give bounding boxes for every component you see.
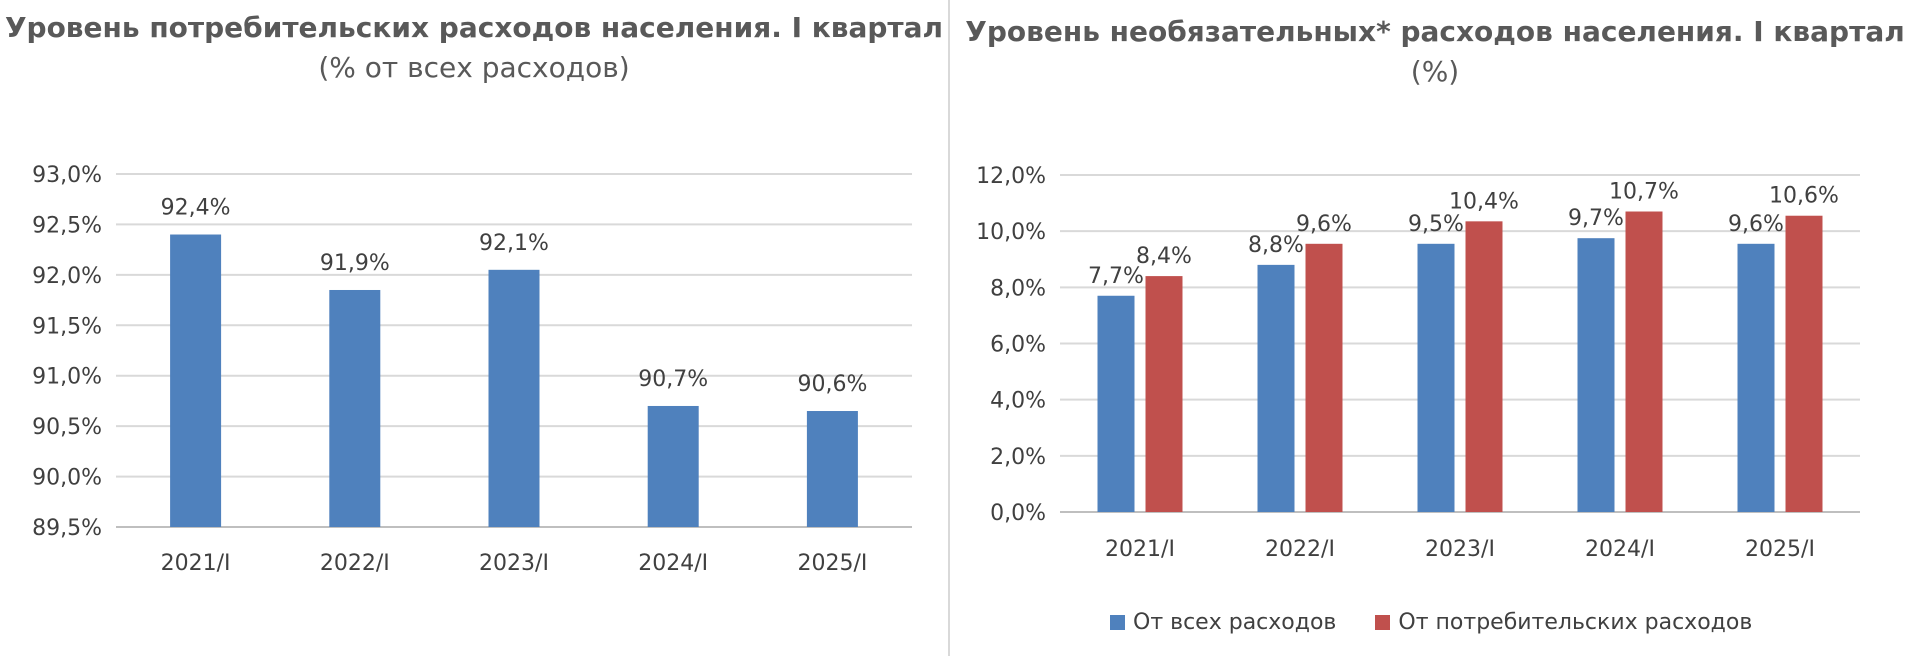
consumer-spending-chart: Уровень потребительских расходов населен… xyxy=(0,0,948,656)
data-label: 10,4% xyxy=(1449,189,1519,214)
bar-2022-I-series-2 xyxy=(1305,243,1343,512)
chart-title: Уровень потребительских расходов населен… xyxy=(0,8,948,88)
bar-2025-I xyxy=(806,411,858,527)
x-tick-label: 2022/I xyxy=(1265,537,1335,562)
chart-title-bold: Уровень потребительских расходов населен… xyxy=(4,11,944,44)
legend-label: От потребительских расходов xyxy=(1398,610,1753,635)
bar-2022-I xyxy=(329,289,381,527)
data-label: 90,6% xyxy=(797,372,867,397)
bar-2023-I xyxy=(488,269,540,527)
data-label: 92,4% xyxy=(161,196,231,221)
bar-2024-I-series-1 xyxy=(1577,238,1615,512)
data-label: 10,6% xyxy=(1769,184,1839,209)
x-tick-label: 2021/I xyxy=(161,551,231,576)
bar-2023-I-series-2 xyxy=(1465,221,1503,512)
x-tick-label: 2023/I xyxy=(479,551,549,576)
data-label: 8,4% xyxy=(1136,244,1192,269)
legend-item-consumer-expenses: От потребительских расходов xyxy=(1375,610,1752,635)
x-tick-label: 2021/I xyxy=(1105,537,1175,562)
optional-spending-chart: Уровень необязательных* расходов населен… xyxy=(950,0,1920,656)
x-tick-label: 2022/I xyxy=(320,551,390,576)
x-tick-label: 2023/I xyxy=(1425,537,1495,562)
chart-title-bold: Уровень необязательных* расходов населен… xyxy=(965,15,1905,48)
bar-2021-I-series-1 xyxy=(1097,295,1135,512)
y-tick-label: 10,0% xyxy=(976,220,1046,245)
data-label: 8,8% xyxy=(1248,233,1304,258)
legend-swatch-red xyxy=(1375,615,1391,630)
y-tick-label: 12,0% xyxy=(976,164,1046,189)
y-tick-label: 0,0% xyxy=(990,501,1046,526)
data-label: 9,5% xyxy=(1408,212,1464,237)
chart-title-unit: (%) xyxy=(1410,55,1460,88)
legend-label: От всех расходов xyxy=(1133,610,1337,635)
data-label: 9,6% xyxy=(1296,212,1352,237)
bar-2025-I-series-2 xyxy=(1785,215,1823,513)
y-tick-label: 91,5% xyxy=(32,314,102,339)
y-tick-label: 6,0% xyxy=(990,333,1046,358)
data-label: 7,7% xyxy=(1088,264,1144,289)
x-tick-label: 2024/I xyxy=(638,551,708,576)
x-tick-label: 2025/I xyxy=(1745,537,1815,562)
y-tick-label: 92,5% xyxy=(32,213,102,238)
x-tick-label: 2024/I xyxy=(1585,537,1655,562)
data-label: 10,7% xyxy=(1609,180,1679,205)
chart-title-unit: (% от всех расходов) xyxy=(318,51,630,84)
data-label: 9,6% xyxy=(1728,212,1784,237)
legend-item-all-expenses: От всех расходов xyxy=(1110,610,1336,635)
data-label: 90,7% xyxy=(638,367,708,392)
chart-title: Уровень необязательных* расходов населен… xyxy=(950,12,1920,92)
y-tick-label: 89,5% xyxy=(32,516,102,541)
y-tick-label: 8,0% xyxy=(990,276,1046,301)
y-tick-label: 4,0% xyxy=(990,389,1046,414)
optional-spending-plot: 0,0% 2,0% 4,0% 6,0% 8,0% 10,0% 12,0% 7,7%8,4% 20… xyxy=(976,164,1860,562)
x-tick-label: 2025/I xyxy=(797,551,867,576)
chart-legend: От всех расходов От потребительских расх… xyxy=(1110,610,1784,636)
bar-2022-I-series-1 xyxy=(1257,264,1295,512)
panel-divider xyxy=(948,0,950,656)
bar-2025-I-series-1 xyxy=(1737,243,1775,512)
bar-2021-I xyxy=(170,234,222,527)
y-tick-label: 92,0% xyxy=(32,264,102,289)
bar-2024-I-series-2 xyxy=(1625,211,1663,512)
bar-2021-I-series-2 xyxy=(1145,276,1183,512)
y-tick-label: 2,0% xyxy=(990,445,1046,470)
y-tick-label: 90,0% xyxy=(32,466,102,491)
data-label: 91,9% xyxy=(320,251,390,276)
bar-2023-I-series-1 xyxy=(1417,243,1455,512)
y-tick-label: 91,0% xyxy=(32,365,102,390)
y-tick-label: 90,5% xyxy=(32,415,102,440)
consumer-spending-plot: 89,5% 90,0% 90,5% 91,0% 91,5% 92,0% 92,5% 93,0%… xyxy=(32,163,912,576)
legend-swatch-blue xyxy=(1110,615,1125,630)
y-tick-label: 93,0% xyxy=(32,163,102,188)
data-label: 92,1% xyxy=(479,231,549,256)
bar-2024-I xyxy=(647,405,699,527)
data-label: 9,7% xyxy=(1568,206,1624,231)
